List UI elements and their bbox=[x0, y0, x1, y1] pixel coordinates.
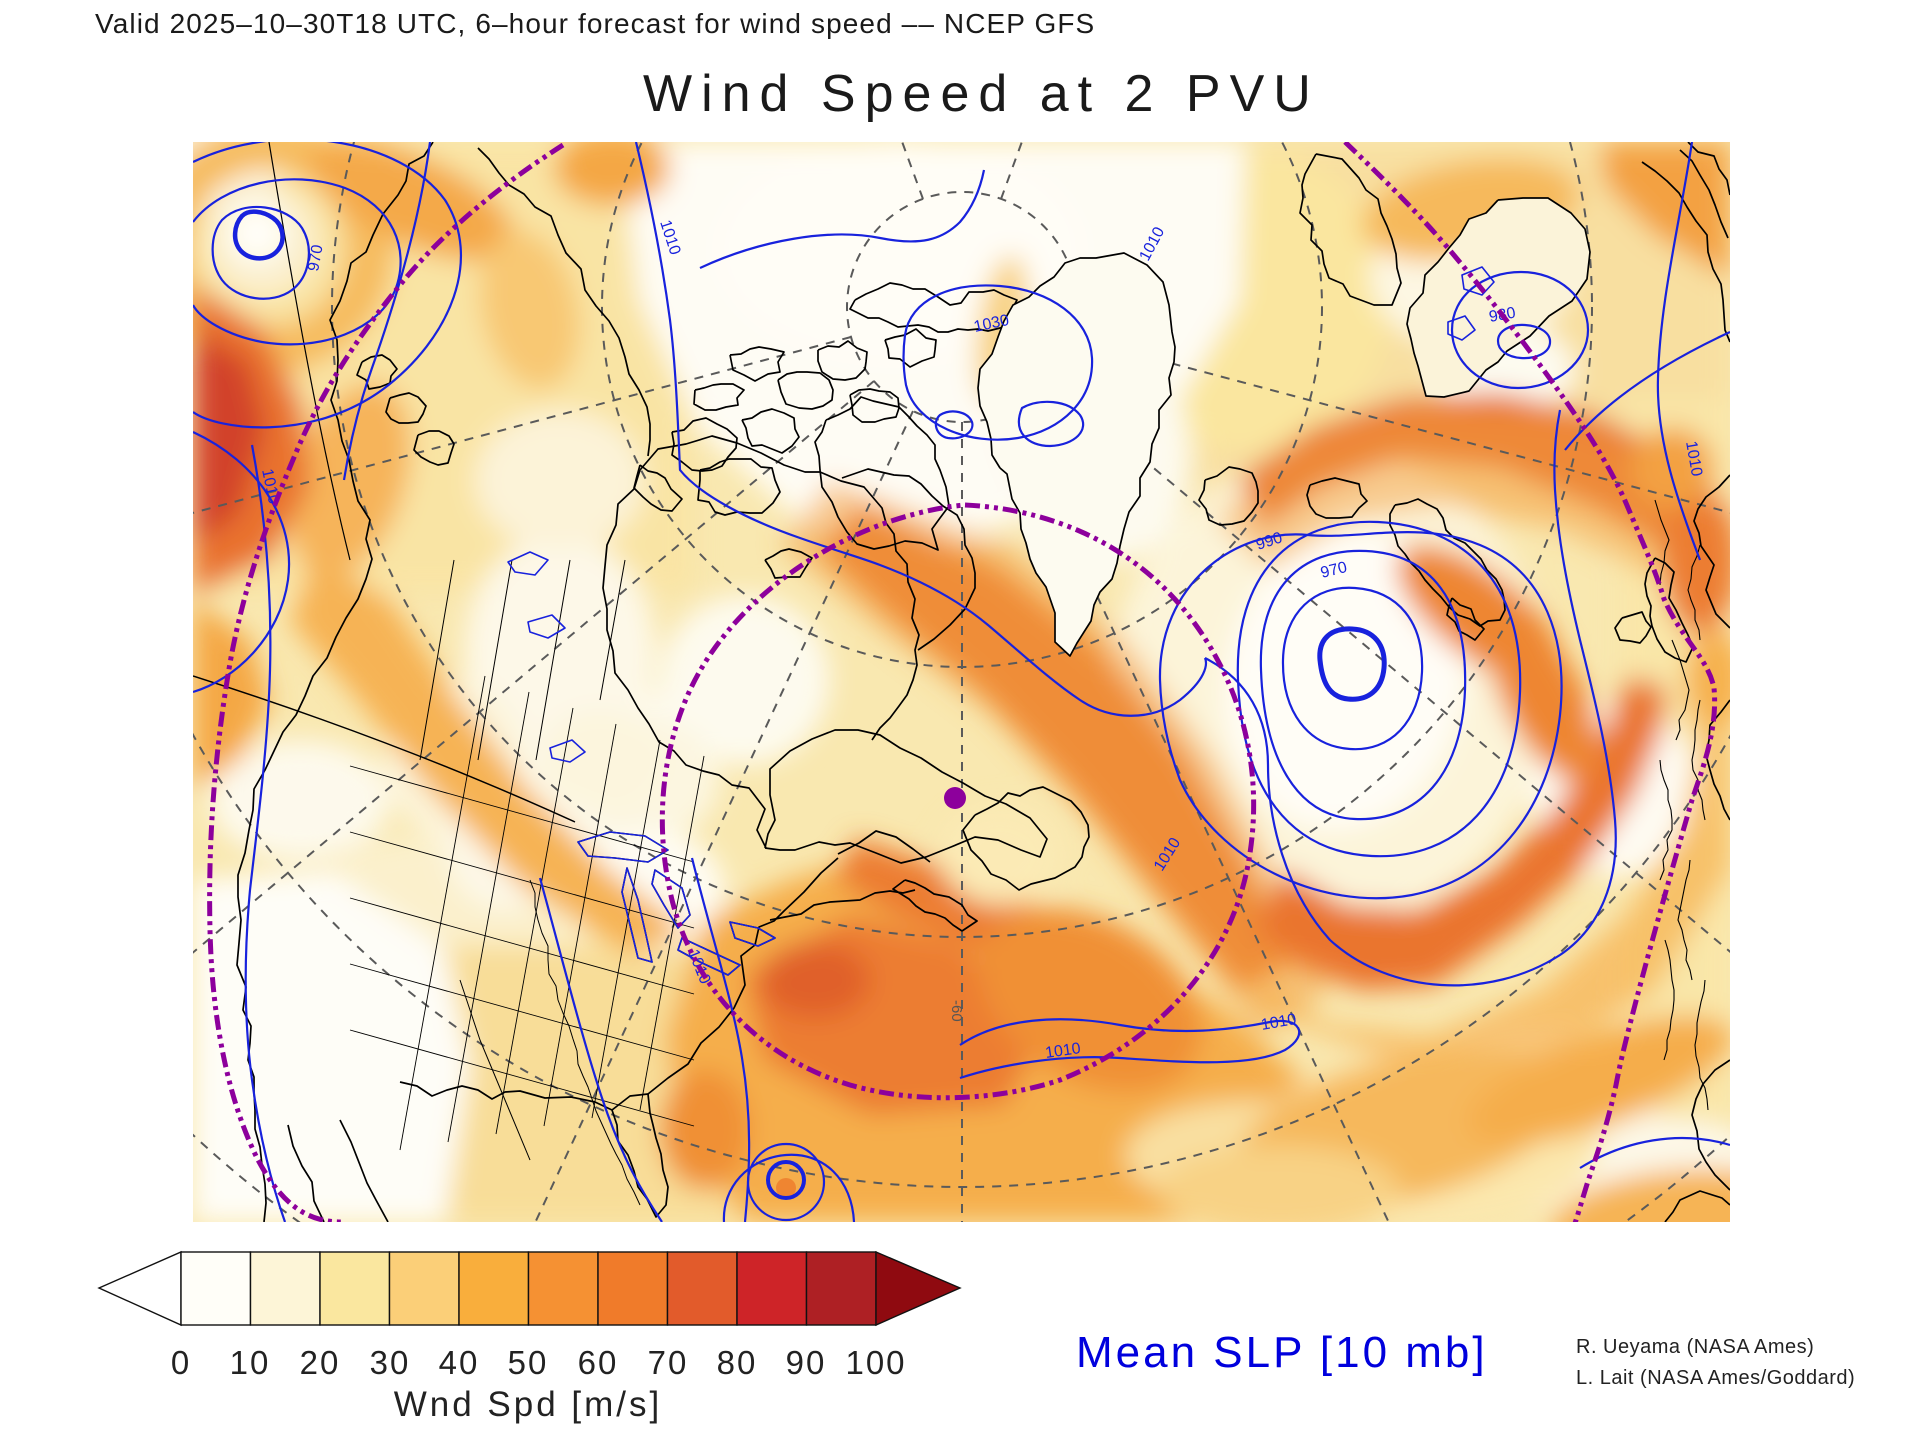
svg-text:1010: 1010 bbox=[1682, 440, 1705, 478]
svg-text:30: 30 bbox=[370, 1344, 411, 1381]
svg-text:40: 40 bbox=[439, 1344, 480, 1381]
svg-text:970: 970 bbox=[305, 243, 326, 272]
svg-text:90: 90 bbox=[786, 1344, 827, 1381]
svg-text:70: 70 bbox=[648, 1344, 689, 1381]
svg-text:100: 100 bbox=[845, 1344, 906, 1381]
svg-text:20: 20 bbox=[300, 1344, 341, 1381]
svg-text:Wnd Spd [m/s]: Wnd Spd [m/s] bbox=[394, 1385, 663, 1424]
svg-text:80: 80 bbox=[717, 1344, 758, 1381]
svg-text:50: 50 bbox=[508, 1344, 549, 1381]
svg-text:10: 10 bbox=[230, 1344, 271, 1381]
svg-text:1010: 1010 bbox=[1044, 1040, 1082, 1062]
svg-text:0: 0 bbox=[171, 1344, 191, 1381]
svg-text:970: 970 bbox=[1319, 559, 1349, 582]
svg-text:60: 60 bbox=[578, 1344, 619, 1381]
svg-text:-60: -60 bbox=[948, 1000, 965, 1022]
svg-text:1010: 1010 bbox=[1260, 1011, 1298, 1034]
